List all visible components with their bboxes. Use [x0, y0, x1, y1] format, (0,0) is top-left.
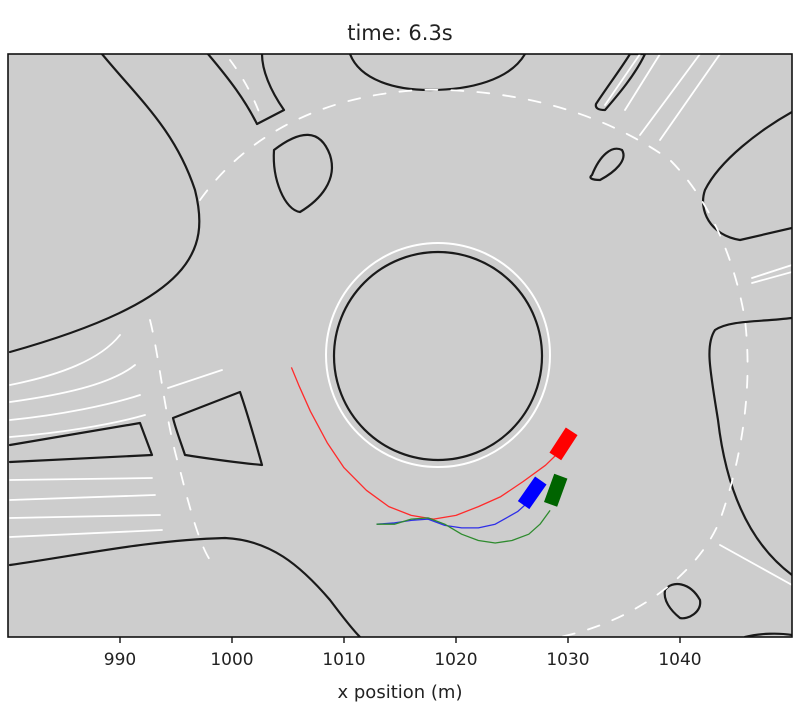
crosswalk-bottom-right: [719, 544, 792, 586]
island-bottom-right: [663, 582, 702, 620]
island-left-small: [171, 390, 264, 467]
stop-lines-left: [9, 477, 163, 538]
island-left-strip: [8, 421, 154, 464]
x-tick-label: 990: [104, 650, 136, 670]
roundabout-white-ring: [325, 242, 551, 468]
vehicle-1: [549, 427, 578, 461]
chart-title: time: 6.3s: [347, 21, 453, 45]
island-top-left: [206, 54, 286, 126]
plot-area: [7, 53, 793, 638]
island-top-small: [272, 133, 333, 214]
crosswalk-left: [9, 334, 146, 438]
vehicles: [517, 427, 578, 510]
curb-top-left: [8, 54, 201, 354]
road-edges: [8, 54, 792, 637]
island-marking-left: [167, 369, 223, 389]
x-tick-label: 1040: [658, 650, 701, 670]
plot-frame: [7, 53, 793, 638]
x-axis: 990 1000 1010 1020 1030 1040: [104, 637, 702, 670]
x-tick-label: 1010: [322, 650, 365, 670]
trajectories: [290, 367, 563, 544]
roundabout-island: [332, 250, 544, 462]
plot-background: [8, 54, 792, 637]
island-top-right: [589, 147, 625, 182]
trajectory-line-1: [290, 367, 563, 520]
outer-ring-dashed-top: [229, 59, 263, 121]
island-top-right-2: [594, 54, 647, 112]
vehicle-2: [517, 476, 547, 510]
x-tick-label: 1000: [210, 650, 253, 670]
road-map: [8, 54, 792, 637]
curb-bottom-right: [743, 632, 792, 637]
crosswalk-top-right: [604, 54, 721, 141]
outer-ring-dashed: [199, 88, 749, 637]
curb-bottom: [8, 536, 362, 637]
x-axis-label: x position (m): [338, 682, 463, 703]
curb-right: [708, 316, 792, 577]
lane-markings: [9, 54, 792, 637]
x-tick-label: 1030: [546, 650, 589, 670]
vehicle-3: [543, 473, 568, 507]
stop-line-right: [751, 264, 792, 284]
trajectory-line-3: [376, 510, 551, 544]
outer-ring-dashed-left: [149, 319, 211, 561]
x-tick-label: 1020: [434, 650, 477, 670]
curb-right-top: [702, 110, 792, 242]
